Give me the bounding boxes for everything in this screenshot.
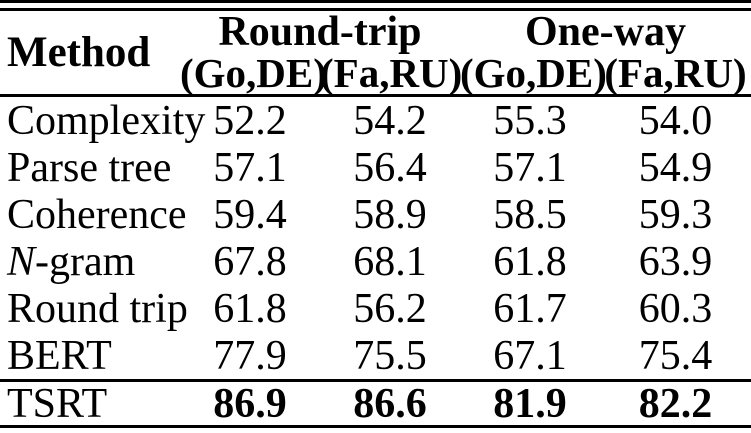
- table-row-round-trip: Round trip 61.8 56.2 61.7 60.3: [0, 285, 751, 332]
- value-cell: 54.0: [638, 97, 713, 144]
- value-cell: 59.3: [638, 191, 713, 238]
- value-cell: 75.5: [353, 332, 427, 379]
- method-cell: Coherence: [7, 191, 187, 238]
- group-header-row: Method Round-trip One-way: [0, 9, 751, 97]
- value-cell-bold: 86.6: [320, 379, 460, 428]
- value-cell: 75.4: [638, 332, 713, 379]
- value-cell: 61.7: [493, 285, 567, 332]
- top-rule-outer: [0, 0, 751, 3]
- value-cell: 52.2: [213, 97, 287, 144]
- value-cell: 68.1: [353, 238, 427, 285]
- method-cell: Complexity: [7, 97, 206, 144]
- value-cell: 57.1: [213, 144, 287, 191]
- value-cell: 54.2: [353, 97, 427, 144]
- value-cell: 67.1: [493, 332, 567, 379]
- value-cell: 63.9: [638, 238, 713, 285]
- method-cell: TSRT: [0, 379, 180, 428]
- table-footer: TSRT 86.9 86.6 81.9 82.2: [0, 379, 751, 428]
- subheader-roundtrip-faru: (Fa,RU): [320, 50, 463, 97]
- table-row-tsrt: TSRT 86.9 86.6 81.9 82.2: [0, 379, 751, 428]
- table-row-coherence: Coherence 59.4 58.9 58.5 59.3: [0, 191, 751, 238]
- method-column-header: Method: [0, 11, 180, 97]
- table-row-ngram: N-gram 67.8 68.1 61.8 63.9: [0, 238, 751, 285]
- table-header: Method Round-trip One-way (Go,DE) (Fa,RU…: [0, 9, 751, 97]
- method-cell: BERT: [7, 332, 112, 379]
- method-cell: Parse tree: [7, 144, 172, 191]
- method-cell: N-gram: [7, 238, 136, 285]
- group-header-one-way: One-way: [525, 9, 686, 55]
- subheader-row: (Go,DE) (Fa,RU) (Go,DE) (Fa,RU): [0, 50, 751, 97]
- value-cell: 60.3: [638, 285, 713, 332]
- table-row-bert: BERT 77.9 75.5 67.1 75.4: [0, 332, 751, 381]
- table-row-complexity: Complexity 52.2 54.2 55.3 54.0: [0, 96, 751, 145]
- subheader-roundtrip-gode: (Go,DE): [180, 50, 327, 97]
- value-cell: 56.4: [353, 144, 427, 191]
- value-cell: 61.8: [213, 285, 287, 332]
- table-body: Complexity 52.2 54.2 55.3 54.0 Parse tre…: [0, 96, 751, 381]
- value-cell: 56.2: [353, 285, 427, 332]
- table-row-parse-tree: Parse tree 57.1 56.4 57.1 54.9: [0, 144, 751, 191]
- results-table: Method Round-trip One-way (Go,DE) (Fa,RU…: [0, 11, 751, 428]
- value-cell-bold: 81.9: [460, 379, 600, 428]
- value-cell: 61.8: [493, 238, 567, 285]
- top-rule-inner: [0, 8, 751, 11]
- method-cell: Round trip: [7, 285, 188, 332]
- value-cell: 58.9: [353, 191, 427, 238]
- value-cell: 57.1: [493, 144, 567, 191]
- group-header-round-trip: Round-trip: [218, 9, 422, 55]
- subheader-oneway-gode: (Go,DE): [460, 50, 607, 97]
- value-cell-bold: 86.9: [180, 379, 320, 428]
- value-cell-bold: 82.2: [600, 379, 751, 428]
- value-cell: 58.5: [493, 191, 567, 238]
- subheader-oneway-faru: (Fa,RU): [600, 53, 751, 97]
- value-cell: 59.4: [213, 191, 287, 238]
- value-cell: 77.9: [213, 332, 287, 379]
- value-cell: 54.9: [638, 144, 713, 191]
- value-cell: 55.3: [493, 97, 567, 144]
- value-cell: 67.8: [213, 238, 287, 285]
